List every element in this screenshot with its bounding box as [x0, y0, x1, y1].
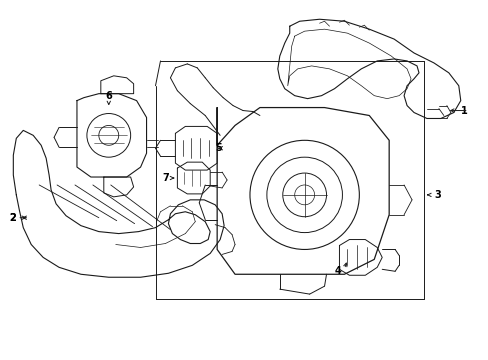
Text: 6: 6: [105, 91, 112, 101]
Text: 3: 3: [433, 190, 440, 200]
Text: 2: 2: [9, 213, 16, 223]
Text: 7: 7: [162, 173, 169, 183]
Text: 2: 2: [9, 213, 16, 223]
Text: 4: 4: [334, 266, 341, 276]
Text: 1: 1: [460, 105, 467, 116]
Text: 5: 5: [215, 143, 222, 153]
